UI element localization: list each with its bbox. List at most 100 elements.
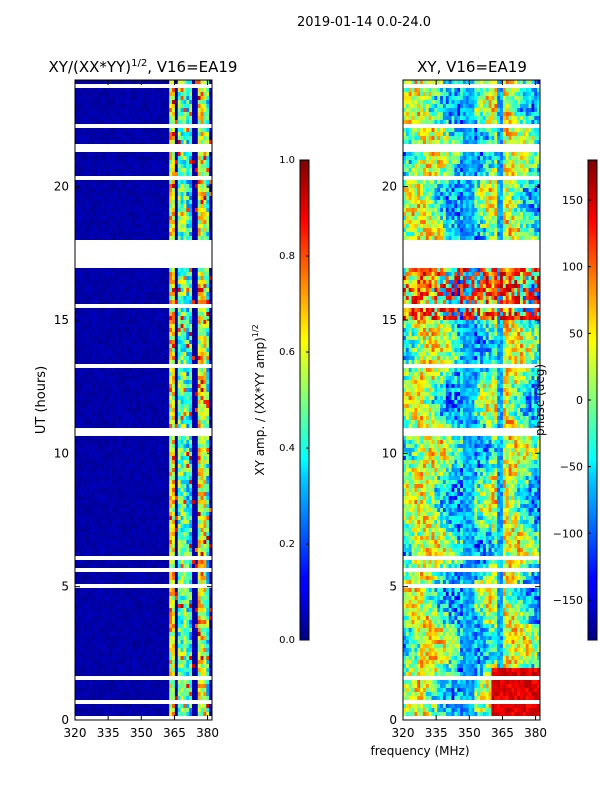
amplitude-cell — [152, 248, 156, 253]
amplitude-cell — [123, 420, 127, 425]
amplitude-cell — [192, 176, 196, 181]
amplitude-cell — [126, 488, 130, 493]
amplitude-cell — [117, 200, 122, 205]
amplitude-cell — [106, 436, 110, 441]
amplitude-cell — [163, 184, 167, 189]
amplitude-cell — [92, 444, 96, 449]
amplitude-cell — [114, 464, 119, 469]
amplitude-cell — [129, 352, 133, 357]
amplitude-cell — [174, 392, 179, 397]
amplitude-cell — [134, 204, 139, 209]
amplitude-cell — [189, 132, 193, 137]
amplitude-cell — [163, 412, 167, 417]
amplitude-cell — [137, 108, 142, 113]
amplitude-cell — [126, 464, 130, 469]
amplitude-cell — [134, 484, 139, 489]
amplitude-cell — [106, 480, 110, 485]
amplitude-cell — [140, 292, 144, 297]
amplitude-cell — [117, 332, 122, 337]
amplitude-cell — [163, 456, 167, 461]
amplitude-cell — [180, 388, 184, 393]
amplitude-cell — [174, 324, 179, 329]
amplitude-cell — [186, 420, 190, 425]
amplitude-cell — [83, 444, 87, 449]
amplitude-cell — [200, 108, 204, 113]
amplitude-cell — [174, 468, 179, 473]
amplitude-cell — [154, 412, 159, 417]
amplitude-cell — [77, 212, 82, 217]
amplitude-cell — [177, 344, 181, 349]
amplitude-cell — [92, 300, 96, 305]
amplitude-cell — [166, 456, 170, 461]
amplitude-cell — [146, 280, 150, 285]
amplitude-cell — [160, 196, 164, 201]
amplitude-cell — [200, 228, 204, 233]
amplitude-cell — [183, 456, 187, 461]
amplitude-cell — [152, 208, 156, 213]
amplitude-cell — [75, 260, 79, 265]
amplitude-cell — [200, 480, 204, 485]
amplitude-cell — [180, 208, 184, 213]
amplitude-cell — [200, 80, 204, 85]
amplitude-cell — [180, 324, 184, 329]
amplitude-cell — [109, 388, 113, 393]
amplitude-cell — [92, 156, 96, 161]
amplitude-cell — [112, 276, 116, 281]
amplitude-cell — [100, 148, 104, 153]
amplitude-cell — [114, 256, 119, 261]
amplitude-cell — [203, 460, 207, 465]
amplitude-cell — [143, 160, 147, 165]
amplitude-cell — [126, 320, 130, 325]
amplitude-cell — [169, 256, 173, 261]
amplitude-cell — [166, 388, 170, 393]
amplitude-cell — [120, 456, 124, 461]
amplitude-cell — [172, 444, 176, 449]
amplitude-cell — [186, 224, 190, 229]
amplitude-cell — [86, 128, 90, 133]
amplitude-cell — [75, 440, 79, 445]
amplitude-cell — [209, 240, 213, 245]
amplitude-cell — [117, 220, 122, 225]
amplitude-cell — [100, 192, 104, 197]
amplitude-cell — [186, 296, 190, 301]
amplitude-cell — [137, 152, 142, 157]
amplitude-cell — [75, 240, 79, 245]
amplitude-cell — [169, 176, 173, 181]
amplitude-cell — [166, 220, 170, 225]
amplitude-cell — [143, 144, 147, 149]
amplitude-cell — [103, 132, 107, 137]
amplitude-cell — [92, 168, 96, 173]
amplitude-cell — [134, 480, 139, 485]
amplitude-cell — [146, 196, 150, 201]
amplitude-cell — [192, 164, 196, 169]
amplitude-cell — [89, 336, 93, 341]
amplitude-cell — [123, 280, 127, 285]
amplitude-cell — [209, 164, 213, 169]
amplitude-cell — [203, 96, 207, 101]
amplitude-cell — [132, 148, 136, 153]
amplitude-cell — [120, 368, 124, 373]
amplitude-cell — [129, 280, 133, 285]
amplitude-cell — [180, 180, 184, 185]
amplitude-cell — [143, 480, 147, 485]
amplitude-cell — [134, 224, 139, 229]
amplitude-cell — [137, 112, 142, 117]
amplitude-cell — [177, 420, 181, 425]
amplitude-cell — [77, 276, 82, 281]
amplitude-cell — [149, 328, 153, 333]
amplitude-cell — [137, 184, 142, 189]
amplitude-cell — [89, 316, 93, 321]
amplitude-cell — [120, 176, 124, 181]
amplitude-cell — [97, 396, 102, 401]
amplitude-cell — [203, 100, 207, 105]
amplitude-cell — [200, 136, 204, 141]
amplitude-cell — [169, 320, 173, 325]
amplitude-cell — [209, 336, 213, 341]
amplitude-cell — [94, 164, 99, 169]
amplitude-cell — [114, 200, 119, 205]
amplitude-cell — [134, 264, 139, 269]
amplitude-cell — [189, 340, 193, 345]
amplitude-cell — [206, 312, 210, 317]
amplitude-cell — [152, 280, 156, 285]
amplitude-cell — [112, 96, 116, 101]
